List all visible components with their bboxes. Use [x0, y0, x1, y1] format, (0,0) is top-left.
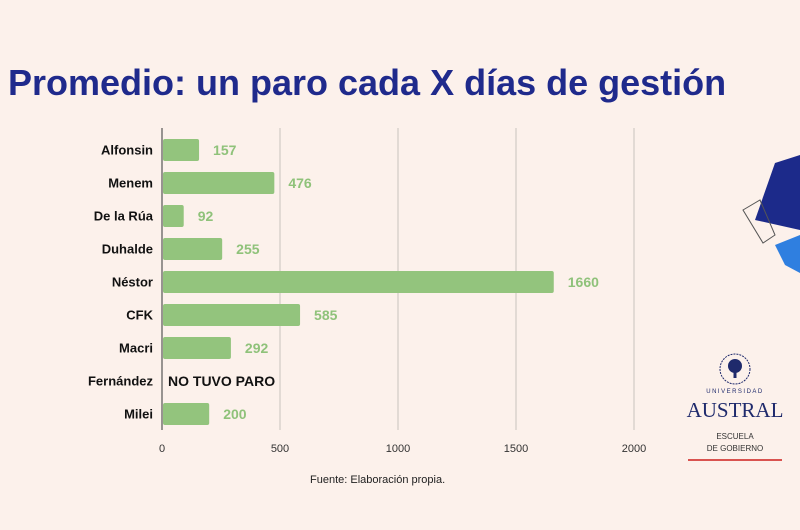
page-title: Promedio: un paro cada X días de gestión: [8, 62, 727, 103]
bar: [163, 139, 200, 161]
category-label: De la Rúa: [94, 209, 154, 224]
data-label: 157: [213, 142, 237, 158]
bar: [163, 205, 184, 227]
logo-school-2: DE GOBIERNO: [706, 444, 764, 453]
annotation-label: NO TUVO PARO: [168, 373, 275, 389]
austral-logo: UNIVERSIDAD AUSTRAL ESCUELA DE GOBIERNO: [684, 352, 786, 461]
bar: [163, 337, 231, 359]
category-label: Menem: [108, 176, 153, 191]
category-label: Néstor: [112, 275, 153, 290]
x-tick-label: 0: [159, 443, 165, 455]
bar: [163, 271, 554, 293]
category-label: CFK: [126, 308, 153, 323]
logo-school-1: ESCUELA: [716, 432, 754, 441]
bar: [163, 238, 223, 260]
logo-name: AUSTRAL: [686, 398, 784, 422]
logo-rule: [688, 459, 782, 461]
category-label: Alfonsin: [101, 143, 153, 158]
data-label: 585: [314, 307, 338, 323]
category-label: Duhalde: [102, 242, 153, 257]
x-tick-label: 1500: [504, 443, 528, 455]
category-label: Milei: [124, 407, 153, 422]
data-label: 200: [223, 406, 247, 422]
data-label: 255: [236, 241, 260, 257]
x-tick-label: 2000: [622, 443, 646, 455]
logo-university: UNIVERSIDAD: [706, 389, 764, 395]
tree-seal-icon: [719, 353, 751, 385]
data-label: 476: [288, 175, 312, 191]
decorative-shapes-icon: [742, 155, 800, 273]
data-label: 1660: [568, 274, 599, 290]
bar: [163, 304, 301, 326]
category-label: Fernández: [88, 374, 154, 389]
source-note: Fuente: Elaboración propia.: [310, 474, 446, 486]
x-tick-label: 1000: [386, 443, 410, 455]
category-label: Macri: [119, 341, 153, 356]
data-label: 292: [245, 340, 269, 356]
bar: [163, 172, 275, 194]
x-tick-label: 500: [271, 443, 289, 455]
data-label: 92: [198, 208, 214, 224]
bar: [163, 403, 210, 425]
